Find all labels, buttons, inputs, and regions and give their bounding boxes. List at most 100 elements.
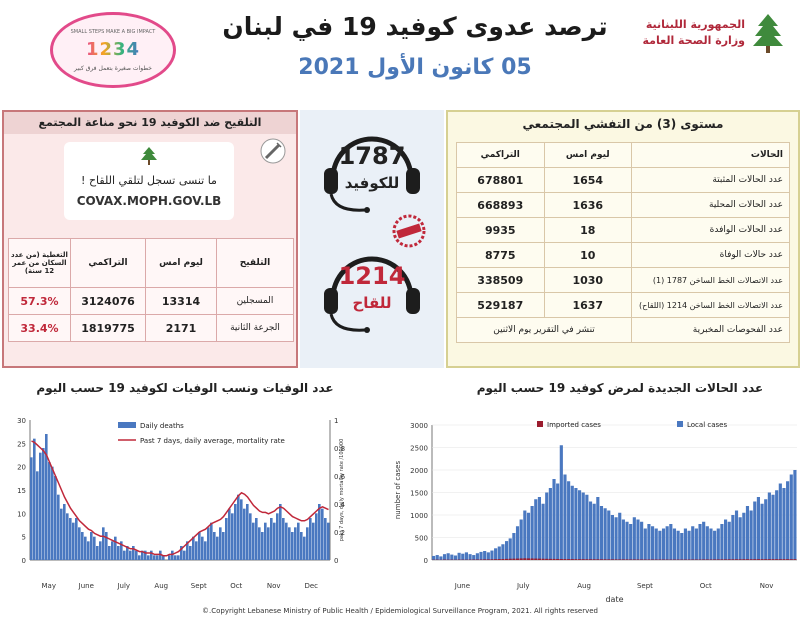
month-label: Aug: [154, 582, 168, 590]
bar: [734, 510, 739, 560]
bar: [672, 528, 677, 560]
covax-link[interactable]: COVAX.MOPH.GOV.LB: [76, 194, 222, 208]
imported-bar: [749, 559, 753, 560]
imported-bar: [559, 559, 563, 560]
vaccination-col-coverage: التغطية (من عدد السكان من عمر 12 سنة): [8, 238, 71, 288]
bar: [435, 555, 439, 560]
bar: [126, 546, 129, 560]
bar: [519, 519, 523, 560]
imported-bar: [621, 559, 625, 560]
imported-bar: [574, 559, 578, 560]
bar: [548, 488, 552, 560]
bar: [198, 532, 201, 560]
bar: [665, 526, 669, 560]
ministry-name-line1: الجمهورية اللبنانية: [645, 18, 745, 31]
bar: [66, 513, 69, 560]
bar: [767, 492, 771, 560]
bar: [621, 519, 625, 560]
copyright-footer: ©.Copyright Lebanese Ministry of Public …: [201, 607, 598, 615]
bar: [282, 518, 285, 560]
bar: [93, 536, 96, 560]
imported-bar: [483, 559, 487, 560]
bar: [138, 555, 141, 560]
bar: [793, 470, 797, 560]
table-row: عدد الاتصالات الخط الساخن 1214 (اللقاح) …: [456, 292, 790, 318]
imported-bar: [782, 559, 786, 560]
bar: [228, 508, 231, 560]
imported-bar: [497, 559, 501, 560]
bar: [60, 508, 63, 560]
bar: [556, 483, 560, 560]
bar: [541, 503, 545, 560]
imported-bar: [552, 558, 556, 560]
bar: [87, 541, 90, 560]
imported-bar: [716, 559, 720, 560]
bar: [442, 554, 447, 560]
month-label: May: [42, 582, 56, 590]
bar: [432, 555, 436, 560]
bar: [505, 541, 509, 560]
imported-bar: [526, 558, 531, 560]
bar: [782, 488, 786, 560]
bar: [523, 510, 527, 560]
cedar-small-icon: [141, 147, 157, 165]
bar: [123, 550, 126, 560]
bar: [45, 434, 48, 560]
cases-col-label: الحالات: [631, 142, 790, 168]
legend-swatch-imported: [537, 421, 543, 427]
cases-panel: مستوى (3) من التفشي المجتمعي الحالات ليو…: [446, 110, 800, 368]
imported-bar: [640, 559, 644, 560]
bar: [508, 538, 512, 560]
imported-bar: [563, 559, 567, 560]
row-yesterday: 1030: [543, 267, 633, 293]
imported-bar: [614, 559, 618, 560]
imported-bar: [709, 559, 713, 560]
row-label: عدد الحالات المحلية: [631, 192, 790, 218]
y-tick-label: 0: [424, 557, 428, 565]
imported-bar: [505, 558, 509, 560]
row-label: عدد الاتصالات الخط الساخن 1787 (1): [631, 267, 790, 293]
bar: [764, 499, 768, 560]
imported-bar: [530, 558, 534, 560]
bar: [279, 504, 282, 560]
imported-bar: [578, 559, 582, 560]
bar: [201, 536, 204, 560]
bar: [312, 522, 315, 560]
bar: [439, 556, 443, 560]
bar: [129, 550, 132, 560]
bar: [162, 555, 165, 560]
month-label: July: [116, 582, 130, 590]
covax-box: ما تنسى تسجل لتلقي اللقاح ! COVAX.MOPH.G…: [64, 142, 234, 220]
bar: [114, 536, 117, 560]
imported-bar: [567, 559, 571, 560]
bar: [512, 533, 516, 560]
bar: [171, 550, 174, 560]
bar: [486, 552, 490, 560]
legend-label: Past 7 days, daily average, mortality ra…: [140, 437, 285, 445]
y-tick-label: 1000: [410, 512, 428, 520]
bar: [219, 527, 222, 560]
table-row: عدد الحالات المحلية 1636 668893: [456, 192, 790, 218]
campaign-slogan-top: SMALL STEPS MAKE A BIG IMPACT: [70, 29, 156, 35]
month-label: Nov: [267, 582, 281, 590]
bar: [69, 518, 72, 560]
bar: [264, 522, 267, 560]
bar: [654, 528, 658, 560]
bar: [33, 438, 36, 560]
imported-bar: [731, 559, 735, 560]
bar: [108, 546, 111, 560]
imported-bar: [618, 559, 622, 560]
row-cumulative: 3124076: [70, 287, 146, 315]
bar: [237, 494, 240, 560]
y-tick-label: 2000: [410, 467, 428, 475]
bar: [252, 522, 255, 560]
bar: [526, 512, 531, 560]
page-title: ترصد عدوى كوفيد 19 في لبنان: [222, 12, 608, 41]
bar: [78, 527, 81, 560]
vaccination-header-row: التلقيح ليوم امس التراكمي التغطية (من عد…: [8, 238, 294, 288]
bar: [702, 521, 706, 560]
bar: [297, 522, 300, 560]
bar: [117, 546, 120, 560]
bar: [603, 508, 607, 560]
bar: [54, 476, 57, 560]
